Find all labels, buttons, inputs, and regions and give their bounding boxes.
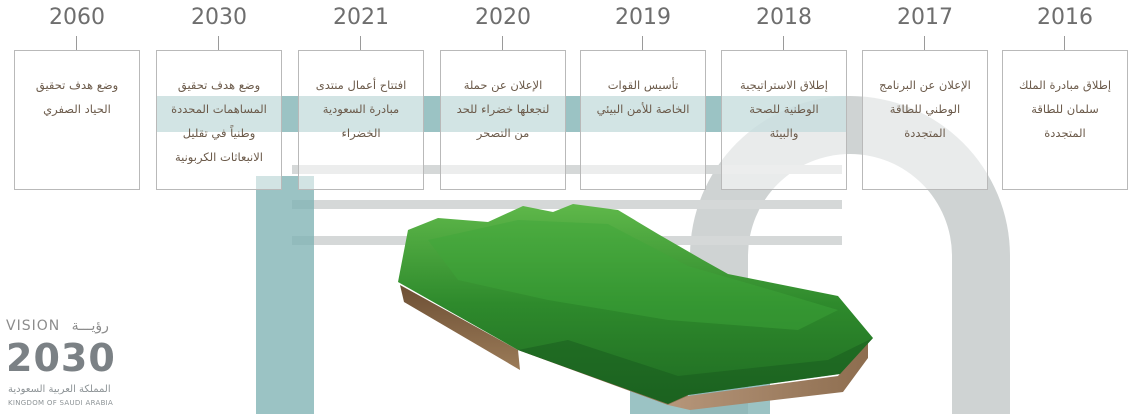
milestone-text: سلمان للطاقة [1031, 102, 1099, 116]
milestone-year: 2060 [49, 5, 105, 30]
milestone-text: افتتاح أعمال منتدى [315, 78, 407, 92]
milestone-box: تأسيس القوات الخاصة للأمن البيئي [580, 50, 706, 190]
milestone-year: 2017 [897, 5, 953, 30]
milestone-2020: 2020 الإعلان عن حملة لنجعلها خضراء للحد … [440, 0, 566, 193]
milestone-box: إطلاق مبادرة الملك سلمان للطاقة المتجددة [1002, 50, 1128, 190]
milestone-box: الإعلان عن حملة لنجعلها خضراء للحد من ال… [440, 50, 566, 190]
logo-kingdom-ar: المملكة العربية السعودية [8, 384, 111, 395]
milestone-tick [218, 36, 219, 50]
milestone-box: افتتاح أعمال منتدى مبادرة السعودية الخضر… [298, 50, 424, 190]
milestone-tick [360, 36, 361, 50]
milestone-2019: 2019 تأسيس القوات الخاصة للأمن البيئي [580, 0, 706, 193]
milestone-text: المتجددة [904, 126, 946, 140]
watermark-stripe [292, 200, 842, 209]
milestone-tick [642, 36, 643, 50]
milestone-text: المتجددة [1044, 126, 1086, 140]
milestone-2030: 2030 وضع هدف تحقيق المساهمات المحددة وطن… [156, 0, 282, 193]
milestone-text: إطلاق الاستراتيجية [740, 78, 828, 92]
milestone-year: 2016 [1037, 5, 1093, 30]
milestone-2017: 2017 الإعلان عن البرنامج الوطني للطاقة ا… [862, 0, 988, 193]
logo-vision-ar: رؤيـــة [71, 318, 109, 334]
milestone-tick [1064, 36, 1065, 50]
milestone-text: لنجعلها خضراء للحد [456, 102, 550, 116]
grass-shade [518, 338, 873, 404]
milestone-tick [502, 36, 503, 50]
grass-surface [398, 204, 873, 404]
watermark-pillar [256, 176, 314, 414]
milestone-text: الإعلان عن البرنامج [879, 78, 971, 92]
milestone-text: الانبعاثات الكربونية [174, 150, 264, 164]
milestone-year: 2018 [756, 5, 812, 30]
logo-number: 2030 [6, 336, 116, 380]
milestone-text: الوطنية للصحة [749, 102, 819, 116]
milestone-text: وطنياً في تقليل [182, 126, 256, 140]
vision-2030-logo: VISION رؤيـــة 2030 المملكة العربية السع… [6, 318, 136, 412]
logo-vision-line: VISION رؤيـــة [6, 318, 109, 334]
milestone-2060: 2060 وضع هدف تحقيق الحياد الصفري [14, 0, 140, 193]
milestone-text: المساهمات المحددة [171, 102, 267, 116]
soil-right [668, 340, 868, 410]
milestone-text: والبيئة [769, 126, 799, 140]
milestone-year: 2019 [615, 5, 671, 30]
milestone-box: إطلاق الاستراتيجية الوطنية للصحة والبيئة [721, 50, 847, 190]
milestone-2021: 2021 افتتاح أعمال منتدى مبادرة السعودية … [298, 0, 424, 193]
milestone-text: الإعلان عن حملة [463, 78, 543, 92]
saudi-map-terrain [398, 204, 873, 410]
milestone-text: وضع هدف تحقيق [35, 78, 119, 92]
milestone-text: مبادرة السعودية [322, 102, 400, 116]
milestone-2018: 2018 إطلاق الاستراتيجية الوطنية للصحة وا… [721, 0, 847, 193]
milestone-text: الخضراء [341, 126, 381, 140]
milestone-text: إطلاق مبادرة الملك [1018, 78, 1112, 92]
milestone-box: وضع هدف تحقيق الحياد الصفري [14, 50, 140, 190]
milestone-tick [783, 36, 784, 50]
milestone-text: تأسيس القوات [607, 78, 679, 92]
milestone-box: الإعلان عن البرنامج الوطني للطاقة المتجد… [862, 50, 988, 190]
milestone-year: 2020 [475, 5, 531, 30]
logo-kingdom-en: KINGDOM OF SAUDI ARABIA [8, 399, 114, 407]
milestone-text: وضع هدف تحقيق [177, 78, 261, 92]
milestone-text: الوطني للطاقة [889, 102, 961, 116]
milestone-year: 2021 [333, 5, 389, 30]
soil-left [400, 285, 520, 370]
milestone-text: الخاصة للأمن البيئي [596, 102, 690, 116]
milestone-box: وضع هدف تحقيق المساهمات المحددة وطنياً ف… [156, 50, 282, 190]
watermark-stripe [292, 165, 842, 174]
milestone-text: الحياد الصفري [43, 102, 111, 116]
milestone-tick [76, 36, 77, 50]
grass-highlight [428, 220, 838, 330]
logo-vision-en: VISION [6, 318, 61, 334]
milestone-2016: 2016 إطلاق مبادرة الملك سلمان للطاقة الم… [1002, 0, 1128, 193]
milestone-tick [924, 36, 925, 50]
milestone-year: 2030 [191, 5, 247, 30]
milestone-text: من التصحر [476, 126, 530, 140]
